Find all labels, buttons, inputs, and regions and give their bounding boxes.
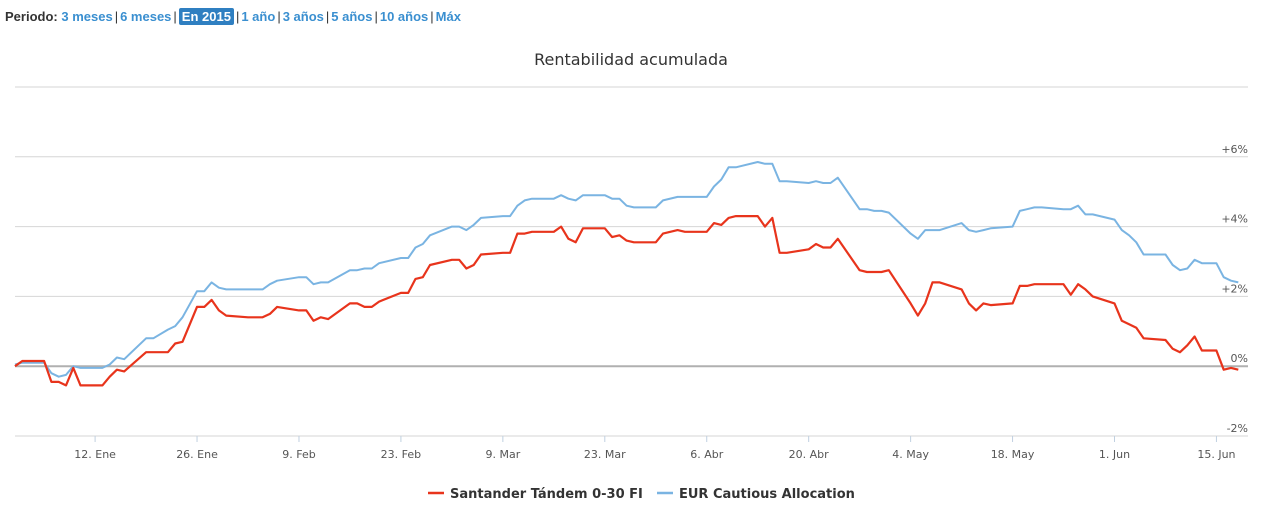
x-axis-labels: 12. Ene 26. Ene 9. Feb 23. Feb 9. Mar 23. Mar… [74,436,1236,461]
period-option-1-año[interactable]: 1 año [241,9,276,24]
period-separator: | [430,9,434,24]
period-selector: Periodo: 3 meses | 6 meses | En 2015 | 1 año | 3… [5,8,461,25]
period-separator: | [277,9,281,24]
x-tick-label: 1. Jun [1099,448,1130,461]
legend-label: Santander Tándem 0-30 FI [450,487,643,502]
period-separator: | [173,9,177,24]
x-tick-label: 12. Ene [74,448,116,461]
legend-item[interactable]: EUR Cautious Allocation [657,487,855,502]
period-separator: | [235,9,240,24]
period-option-10-años[interactable]: 10 años [379,9,429,24]
period-option-5-años[interactable]: 5 años [331,9,373,24]
series-lines [14,161,1239,387]
period-separator: | [374,9,378,24]
y-tick-label: 0% [1231,352,1248,365]
y-axis-labels: +6% +4% +2% 0% -2% [1221,143,1248,435]
legend-item[interactable]: Santander Tándem 0-30 FI [428,487,643,502]
x-tick-label: 15. Jun [1197,448,1235,461]
period-option-en-2015[interactable]: En 2015 [178,8,234,25]
x-tick-label: 23. Mar [584,448,626,461]
x-tick-label: 18. May [991,448,1035,461]
x-tick-label: 9. Feb [282,448,315,461]
x-tick-label: 4. May [892,448,929,461]
x-tick-label: 6. Abr [690,448,723,461]
y-tick-label: +6% [1221,143,1248,156]
chart-title: Rentabilidad acumulada [534,50,728,69]
y-tick-label: +4% [1221,213,1248,226]
period-separator: | [325,9,330,24]
grid-lines [15,86,1248,437]
legend[interactable]: Santander Tándem 0-30 FI EUR Cautious All… [428,487,855,502]
x-tick-label: 23. Feb [381,448,421,461]
y-tick-label: -2% [1227,422,1248,435]
legend-label: EUR Cautious Allocation [679,487,855,502]
period-separator: | [114,9,119,24]
x-tick-label: 9. Mar [485,448,520,461]
x-tick-label: 20. Abr [789,448,829,461]
period-label: Periodo: [5,9,58,24]
period-option-máx[interactable]: Máx [435,9,461,24]
series-line-eur-cautious-allocation[interactable] [14,161,1239,378]
x-tick-label: 26. Ene [176,448,218,461]
period-option-3-años[interactable]: 3 años [282,9,324,24]
period-option-3-meses[interactable]: 3 meses [61,9,113,24]
series-line-santander-t-ndem-0-30-fi[interactable] [14,215,1239,387]
y-tick-label: +2% [1221,282,1248,295]
period-option-6-meses[interactable]: 6 meses [120,9,172,24]
